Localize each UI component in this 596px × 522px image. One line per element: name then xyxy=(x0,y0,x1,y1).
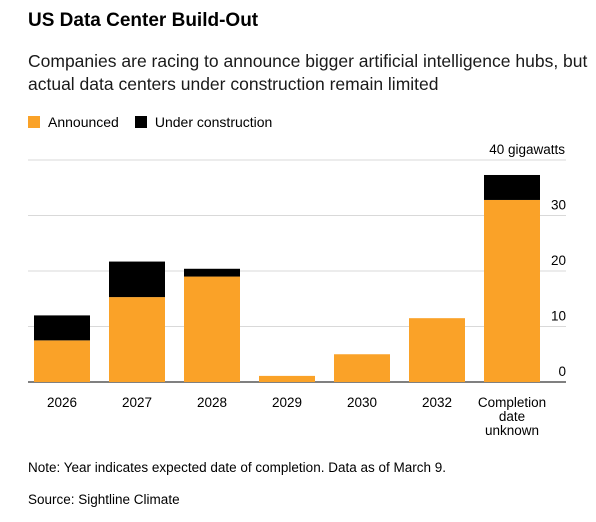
legend-label-announced: Announced xyxy=(48,114,119,130)
bar-announced-3 xyxy=(259,375,315,382)
x-tick-label-3: 2029 xyxy=(272,395,302,410)
legend-item-announced: Announced xyxy=(28,114,119,130)
bar-under-construction-0 xyxy=(34,315,90,341)
legend-swatch-announced xyxy=(28,116,40,128)
x-tick-label-6-line-1: date xyxy=(499,409,525,424)
legend-item-under-construction: Under construction xyxy=(134,114,273,130)
legend-swatch-under-construction xyxy=(134,116,147,128)
x-tick-label-6-line-2: unknown xyxy=(485,423,539,438)
bar-announced-2 xyxy=(184,276,240,382)
y-tick-label-20: 20 xyxy=(551,253,566,268)
bar-announced-0 xyxy=(34,340,90,382)
x-tick-label-2: 2028 xyxy=(197,395,227,410)
x-tick-label-4: 2030 xyxy=(347,395,377,410)
chart-note: Note: Year indicates expected date of co… xyxy=(28,460,446,475)
y-tick-label-30: 30 xyxy=(551,198,566,213)
chart-subtitle: Companies are racing to announce bigger … xyxy=(28,51,588,94)
bar-under-construction-2 xyxy=(184,268,240,277)
y-tick-label-10: 10 xyxy=(551,309,566,324)
bar-announced-1 xyxy=(109,297,165,382)
chart-title: US Data Center Build-Out xyxy=(28,10,259,31)
x-tick-label-5: 2032 xyxy=(422,395,452,410)
y-axis-unit-label: 40 gigawatts xyxy=(489,142,565,157)
x-tick-label-0: 2026 xyxy=(47,395,77,410)
bar-under-construction-1 xyxy=(109,261,165,298)
legend-label-under-construction: Under construction xyxy=(154,114,273,130)
bar-announced-5 xyxy=(409,318,465,382)
bar-under-construction-6 xyxy=(484,174,540,200)
y-tick-label-0: 0 xyxy=(558,364,566,379)
x-tick-label-6-line-0: Completion xyxy=(478,395,546,410)
legend: Announced Under construction xyxy=(28,114,288,130)
bar-announced-4 xyxy=(334,354,390,382)
chart-source: Source: Sightline Climate xyxy=(28,492,180,507)
bar-announced-6 xyxy=(484,199,540,382)
x-tick-label-1: 2027 xyxy=(122,395,152,410)
